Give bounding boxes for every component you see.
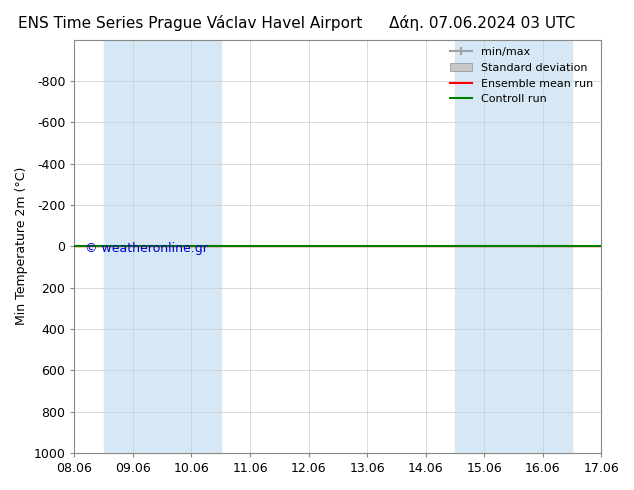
Y-axis label: Min Temperature 2m (°C): Min Temperature 2m (°C) bbox=[15, 167, 28, 325]
Legend: min/max, Standard deviation, Ensemble mean run, Controll run: min/max, Standard deviation, Ensemble me… bbox=[446, 43, 598, 109]
Text: Δάη. 07.06.2024 03 UTC: Δάη. 07.06.2024 03 UTC bbox=[389, 15, 575, 31]
Text: ENS Time Series Prague Václav Havel Airport: ENS Time Series Prague Václav Havel Airp… bbox=[18, 15, 363, 31]
Bar bbox=[162, 40, 221, 453]
Bar bbox=[104, 40, 162, 453]
Text: © weatheronline.gr: © weatheronline.gr bbox=[85, 242, 208, 255]
Bar bbox=[455, 40, 514, 453]
Bar bbox=[514, 40, 572, 453]
